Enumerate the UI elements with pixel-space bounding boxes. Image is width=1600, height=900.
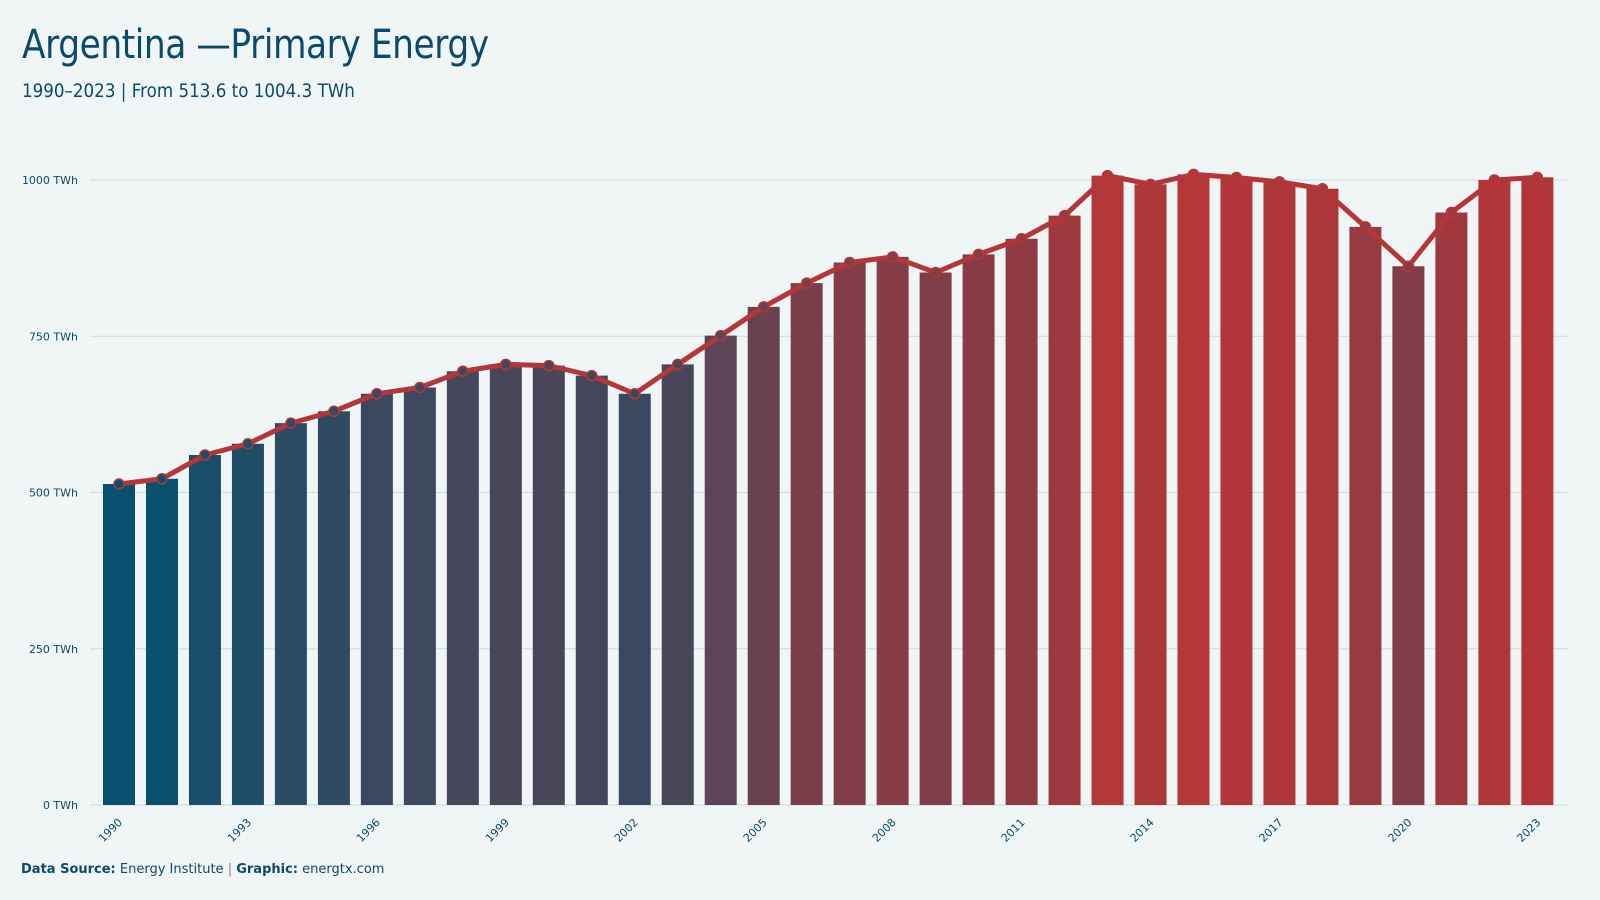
x-tick-label: 2023 [1514,816,1543,845]
data-point [972,248,985,261]
bar [532,365,565,805]
bar [231,443,264,805]
bar [188,455,221,805]
bar [360,393,393,805]
data-point [714,329,727,342]
bar [833,262,866,805]
data-point [156,473,168,485]
bar [489,364,522,805]
source-value: Energy Institute [119,862,224,877]
data-point [757,301,770,313]
source-label: Data Source: [21,862,116,877]
bar [403,387,436,805]
data-point [1316,183,1329,195]
x-tick-label: 2017 [1257,816,1286,845]
data-point [1488,174,1501,186]
data-point [886,251,899,263]
bar [1392,266,1425,805]
bar [317,411,350,805]
bar [1263,181,1296,805]
bar [1521,177,1554,805]
data-point [1187,168,1200,181]
data-point [500,358,512,371]
bar [1435,212,1468,805]
x-tick-label: 2002 [612,816,641,845]
data-point [843,256,856,269]
x-tick-label: 2014 [1128,816,1157,845]
bar [876,256,909,805]
data-point [543,359,555,372]
bar [790,283,823,805]
data-point [1402,260,1415,272]
x-tick-label: 1996 [354,816,383,845]
bar [704,335,737,805]
y-tick-label: 500 TWh [29,487,78,500]
bar [661,364,694,805]
data-point [1445,206,1458,219]
x-tick-label: 1999 [483,816,512,845]
graphic-value: energtx.com [302,862,385,877]
data-point [242,438,254,450]
bar [145,478,178,805]
bar [446,371,479,805]
x-tick-label: 2011 [999,816,1028,845]
bar [1091,175,1124,805]
data-point [457,365,469,377]
bar [1177,174,1210,805]
bar [103,484,135,805]
series-line [116,171,1540,487]
data-point [371,388,383,400]
data-point [1101,169,1114,182]
graphic-label: Graphic: [236,862,298,877]
y-tick-label: 750 TWh [29,330,78,343]
x-tick-label: 2005 [741,816,770,845]
x-tick-label: 2020 [1386,816,1415,845]
data-point [1359,221,1372,233]
chart-subtitle: 1990–2023 | From 513.6 to 1004.3 TWh [22,80,355,102]
bar [274,423,307,805]
data-point [113,478,125,490]
data-point [671,358,684,371]
x-tick-label: 2008 [870,816,899,845]
bar [575,375,608,805]
bar [1134,184,1167,805]
data-point [1230,171,1243,184]
y-tick-label: 0 TWh [43,799,78,812]
bar [1349,226,1382,805]
data-point [414,381,426,394]
data-point [629,388,641,400]
y-tick-label: 250 TWh [29,643,78,656]
x-tick-label: 1993 [225,816,254,845]
footer-separator: | [227,862,233,877]
data-point [285,417,297,429]
footer-credits: Data Source: Energy Institute | Graphic:… [21,862,384,877]
chart-title: Argentina —Primary Energy [22,22,489,68]
x-tick-label: 1990 [96,816,125,845]
bar [1005,238,1038,805]
bar [1220,177,1253,805]
data-point [328,405,340,417]
bar [962,254,995,805]
bar [747,306,780,805]
data-point [586,369,598,382]
y-tick-label: 1000 TWh [22,174,78,187]
bar [1306,188,1339,805]
data-point [800,277,813,289]
data-point [199,449,211,461]
data-point [1531,171,1544,184]
data-point [1144,178,1157,191]
bar [1478,180,1511,805]
data-point [1273,176,1286,188]
bar [618,393,651,805]
bar [919,272,952,805]
data-point [929,266,942,279]
data-point [1015,233,1028,245]
bar [1048,215,1081,805]
data-point [1058,209,1071,222]
